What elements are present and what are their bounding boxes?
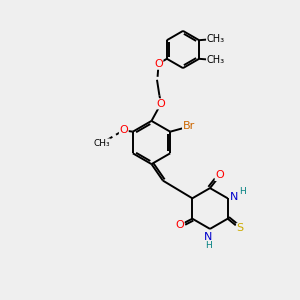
Text: O: O <box>119 125 128 135</box>
Text: Br: Br <box>183 121 195 131</box>
Text: O: O <box>176 220 184 230</box>
Text: H: H <box>239 187 246 196</box>
Text: N: N <box>204 232 213 242</box>
Text: H: H <box>205 241 212 250</box>
Text: CH₃: CH₃ <box>206 34 225 44</box>
Text: N: N <box>230 192 238 202</box>
Text: O: O <box>157 99 165 109</box>
Text: CH₃: CH₃ <box>94 139 110 148</box>
Text: O: O <box>215 170 224 181</box>
Text: CH₃: CH₃ <box>206 55 225 65</box>
Text: S: S <box>237 223 244 233</box>
Text: O: O <box>154 59 163 69</box>
